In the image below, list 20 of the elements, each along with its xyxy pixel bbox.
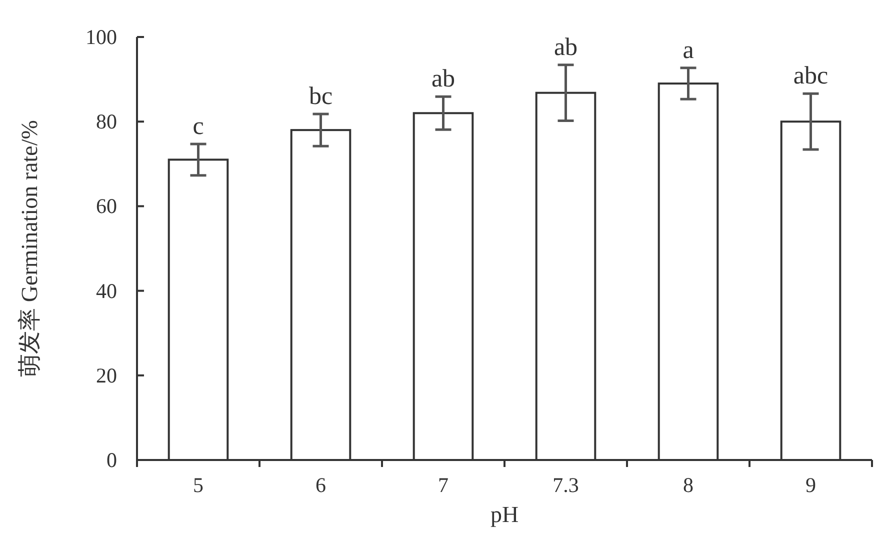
y-tick-label: 100 [86,25,117,49]
annotation: bc [308,82,333,110]
x-axis-title: pH [490,502,519,527]
y-tick-label: 40 [96,278,117,303]
x-tick-label: 5 [193,473,204,497]
x-tick-label: 7 [438,473,448,497]
annotation: c [192,113,204,140]
annotation: a [682,36,694,64]
x-tick-label: 7.3 [552,473,579,497]
y-tick-label: 0 [106,448,117,472]
y-tick-label: 60 [96,194,117,218]
y-axis-title: 萌发率 Germination rate/% [17,120,42,377]
x-tick-label: 8 [683,473,694,497]
x-tick-label: 6 [316,473,326,497]
x-tick-label: 9 [806,473,816,497]
annotation: ab [554,34,578,61]
y-tick-label: 20 [96,363,117,388]
annotation: ab [431,66,456,93]
annotation: abc [793,62,828,90]
y-tick-label: 80 [96,110,117,134]
